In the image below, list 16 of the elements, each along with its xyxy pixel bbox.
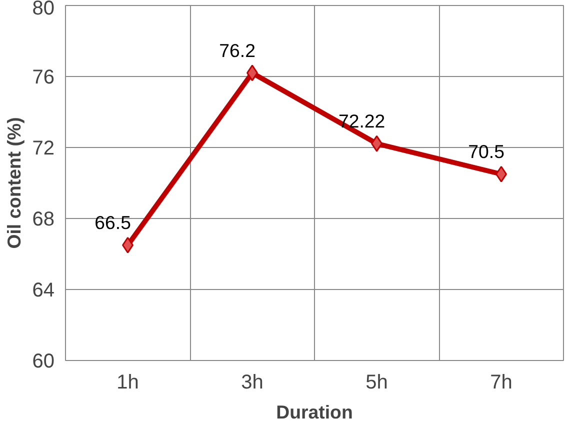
y-axis-title: Oil content (%)	[3, 117, 24, 249]
x-tick-label: 5h	[366, 372, 388, 394]
y-tick-label: 76	[32, 66, 55, 88]
y-tick-label: 68	[32, 208, 55, 230]
x-axis-title: Duration	[276, 402, 353, 422]
y-tick-label: 72	[32, 138, 55, 160]
y-tick-label: 80	[32, 0, 55, 20]
y-tick-label: 60	[32, 350, 55, 372]
data-label: 70.5	[468, 141, 504, 162]
data-label: 66.5	[94, 212, 131, 234]
x-tick-label: 3h	[241, 372, 264, 394]
x-tick-label: 1h	[116, 372, 139, 394]
y-tick-label: 64	[32, 280, 55, 302]
data-label: 76.2	[219, 40, 256, 61]
x-tick-label: 7h	[490, 372, 512, 394]
data-label: 72.22	[338, 110, 386, 132]
